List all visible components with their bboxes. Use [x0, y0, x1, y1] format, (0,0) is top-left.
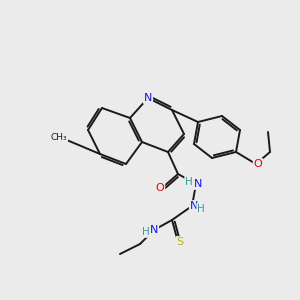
Text: O: O — [156, 183, 164, 193]
Text: CH₃: CH₃ — [51, 134, 67, 142]
Text: O: O — [254, 159, 262, 169]
Text: N: N — [190, 201, 198, 211]
Text: S: S — [176, 237, 184, 247]
Text: H: H — [142, 227, 150, 237]
Text: H: H — [197, 204, 205, 214]
Text: N: N — [194, 179, 202, 189]
Text: N: N — [144, 93, 152, 103]
Text: N: N — [150, 225, 158, 235]
Text: H: H — [185, 177, 193, 187]
